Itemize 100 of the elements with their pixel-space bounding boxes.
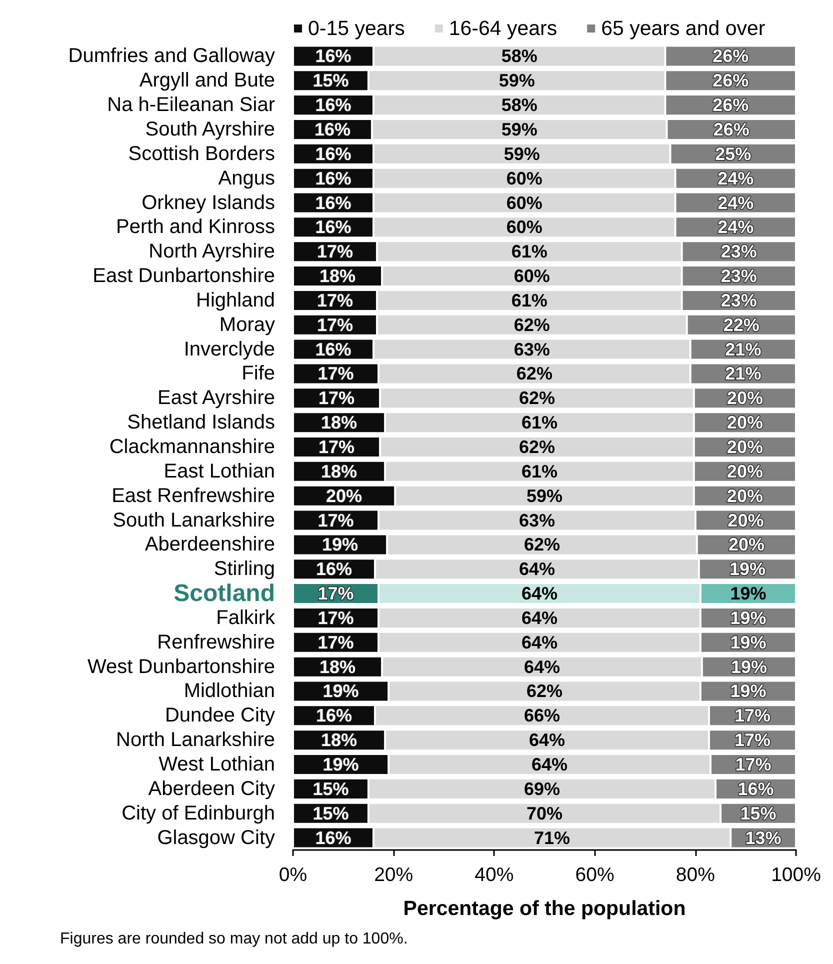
data-label: 18% <box>320 266 356 286</box>
data-label: 20% <box>326 486 362 506</box>
data-label: 20% <box>726 388 763 408</box>
x-tick-label: 0% <box>278 864 308 886</box>
data-label: 19% <box>729 559 766 580</box>
data-label: 60% <box>506 168 542 188</box>
y-tick-label: Scotland <box>174 580 275 608</box>
data-label: 58% <box>501 95 538 116</box>
data-label: 61% <box>511 290 548 310</box>
data-label: 66% <box>524 706 560 726</box>
data-label: 64% <box>521 584 558 604</box>
x-axis-title: Percentage of the population <box>403 897 686 920</box>
data-label: 62% <box>526 681 563 702</box>
y-tick-label: East Renfrewshire <box>112 484 275 507</box>
data-label: 23% <box>720 266 757 286</box>
x-tick-label: 100% <box>771 864 821 886</box>
data-label: 19% <box>730 632 766 652</box>
data-label: 17% <box>734 706 771 726</box>
data-label: 70% <box>526 803 563 824</box>
x-tick-label: 40% <box>474 864 514 886</box>
y-tick-label: Dumfries and Galloway <box>68 45 275 68</box>
data-label: 18% <box>320 656 356 677</box>
data-label: 64% <box>532 754 568 775</box>
data-label: 24% <box>718 192 754 213</box>
y-tick-label: Glasgow City <box>157 826 275 849</box>
data-label: 19% <box>322 754 359 775</box>
data-label: 64% <box>521 632 558 652</box>
data-label: 23% <box>720 242 757 262</box>
y-tick-label: Argyll and Bute <box>139 70 275 92</box>
data-label: 15% <box>312 803 349 824</box>
data-label: 59% <box>498 70 535 91</box>
text: Figures are rounded so may not add up to 100%. <box>60 930 408 948</box>
y-tick-label: West Dunbartonshire <box>88 656 275 678</box>
y-tick-label: Scottish Borders <box>128 142 275 165</box>
data-label: 64% <box>518 559 555 580</box>
data-label: 16% <box>315 144 352 164</box>
legend-label: 65 years and over <box>601 17 766 40</box>
data-label: 60% <box>506 217 542 238</box>
data-label: 17% <box>318 608 354 628</box>
y-tick-label: Orkney Islands <box>142 192 275 214</box>
data-label: 23% <box>720 290 757 310</box>
y-tick-label: South Ayrshire <box>145 118 275 140</box>
data-label: 21% <box>725 364 762 384</box>
data-label: 60% <box>514 266 550 286</box>
y-tick-label: Clackmannanshire <box>109 436 275 458</box>
data-label: 17% <box>318 388 355 408</box>
y-tick-label: Inverclyde <box>184 338 275 360</box>
data-label: 64% <box>529 730 566 750</box>
y-tick-label: East Ayrshire <box>158 387 275 410</box>
data-label: 18% <box>321 730 358 750</box>
data-label: 26% <box>713 119 750 140</box>
data-label: 19% <box>730 608 766 628</box>
y-tick-label: Falkirk <box>216 606 276 629</box>
data-label: 21% <box>725 339 762 360</box>
x-tick-label: 80% <box>676 864 715 886</box>
data-label: 20% <box>726 486 763 506</box>
legend-label: 0-15 years <box>308 17 405 40</box>
y-tick-label: Na h-Eileanan Siar <box>107 94 276 116</box>
y-tick-label: South Lanarkshire <box>112 509 275 532</box>
data-label: 13% <box>745 828 782 848</box>
data-label: 63% <box>514 339 550 360</box>
data-label: 17% <box>735 754 772 775</box>
data-label: 62% <box>516 364 552 384</box>
data-label: 26% <box>712 46 749 66</box>
data-label: 69% <box>524 778 560 799</box>
data-label: 59% <box>526 486 563 506</box>
data-label: 58% <box>501 46 538 66</box>
data-label: 62% <box>518 437 555 457</box>
y-tick-label: East Lothian <box>164 460 275 482</box>
data-label: 19% <box>730 681 766 702</box>
data-label: 61% <box>521 461 558 482</box>
data-label: 16% <box>315 339 352 360</box>
data-label: 71% <box>534 828 570 848</box>
y-tick-label: Shetland Islands <box>127 412 275 434</box>
y-tick-label: Midlothian <box>184 680 275 702</box>
y-tick-label: Stirling <box>214 558 275 580</box>
data-label: 17% <box>318 437 355 457</box>
data-label: 62% <box>524 534 560 555</box>
data-label: 16% <box>314 119 350 140</box>
data-label: 64% <box>521 608 558 628</box>
y-tick-label: Aberdeen City <box>148 778 275 800</box>
data-label: 17% <box>734 730 771 750</box>
y-tick-label: Angus <box>218 167 275 190</box>
data-label: 17% <box>316 242 354 262</box>
y-tick-label: City of Edinburgh <box>122 802 275 824</box>
data-label: 17% <box>316 290 354 310</box>
data-label: 16% <box>315 192 352 213</box>
data-label: 26% <box>712 95 749 116</box>
y-tick-label: Fife <box>242 362 275 385</box>
data-label: 17% <box>316 314 354 335</box>
y-tick-label: Moray <box>219 314 275 336</box>
data-label: 16% <box>315 46 352 66</box>
data-label: 16% <box>738 778 774 799</box>
data-label: 64% <box>524 656 560 677</box>
data-label: 17% <box>318 510 354 530</box>
data-label: 16% <box>316 559 352 580</box>
data-label: 17% <box>318 584 354 604</box>
data-label: 24% <box>718 217 754 238</box>
y-tick-label: West Lothian <box>158 754 275 776</box>
y-tick-label: Dundee City <box>164 704 275 727</box>
